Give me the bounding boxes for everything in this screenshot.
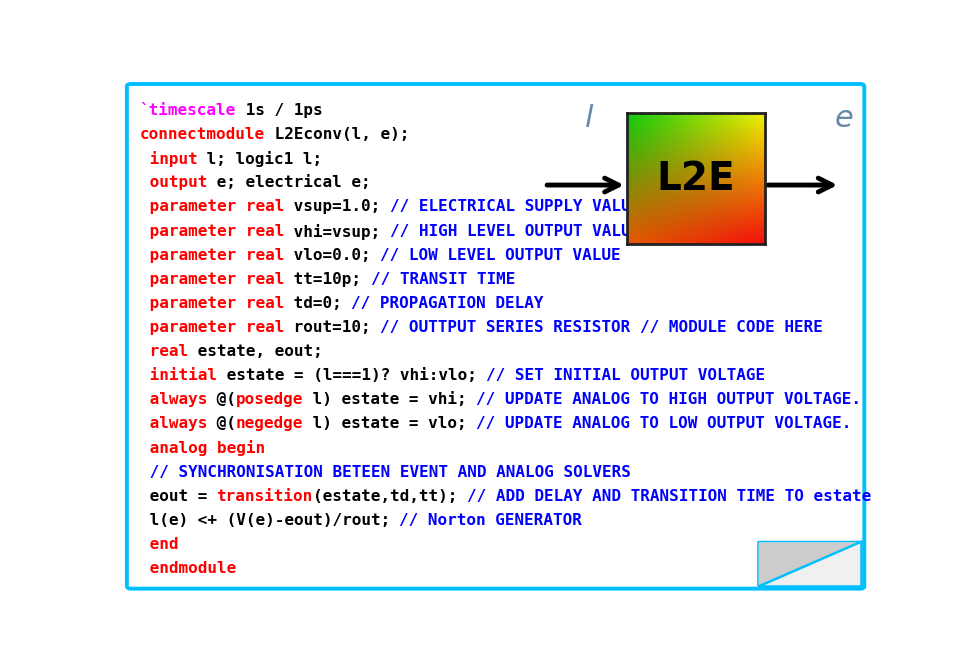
Text: parameter real: parameter real <box>139 248 284 262</box>
Polygon shape <box>758 541 861 586</box>
FancyBboxPatch shape <box>127 84 864 589</box>
Text: transition: transition <box>217 489 313 503</box>
Text: @(: @( <box>207 392 236 407</box>
Text: // OUTTPUT SERIES RESISTOR: // OUTTPUT SERIES RESISTOR <box>380 320 640 335</box>
Text: L2Econv(l, e);: L2Econv(l, e); <box>265 127 409 142</box>
Text: output: output <box>139 175 207 190</box>
Text: posedge: posedge <box>236 392 304 407</box>
Text: l) estate = vhi;: l) estate = vhi; <box>304 392 477 407</box>
Text: parameter real: parameter real <box>139 199 284 214</box>
Text: td=0;: td=0; <box>284 296 351 311</box>
Text: e; electrical e;: e; electrical e; <box>207 175 370 190</box>
Text: // ADD DELAY AND TRANSITION TIME TO estate: // ADD DELAY AND TRANSITION TIME TO esta… <box>467 489 871 503</box>
Text: // Norton GENERATOR: // Norton GENERATOR <box>399 513 582 527</box>
Text: L2E: L2E <box>657 160 735 198</box>
Text: tt=10p;: tt=10p; <box>284 272 370 287</box>
Text: l(e) <+ (V(e)-eout)/rout;: l(e) <+ (V(e)-eout)/rout; <box>139 513 399 527</box>
Text: vlo=0.0;: vlo=0.0; <box>284 248 380 262</box>
Text: @(: @( <box>207 416 236 432</box>
Text: (estate,td,tt);: (estate,td,tt); <box>313 489 467 503</box>
Text: parameter real: parameter real <box>139 224 284 238</box>
Text: // HIGH LEVEL OUTPUT VALUE: // HIGH LEVEL OUTPUT VALUE <box>390 224 640 238</box>
Text: // PROPAGATION DELAY: // PROPAGATION DELAY <box>351 296 543 311</box>
Text: vhi=vsup;: vhi=vsup; <box>284 224 390 240</box>
Text: 1s / 1ps: 1s / 1ps <box>236 103 322 118</box>
Text: initial: initial <box>139 368 217 383</box>
Text: // MODULE CODE HERE: // MODULE CODE HERE <box>640 320 823 335</box>
Text: // ELECTRICAL SUPPLY VALUE: // ELECTRICAL SUPPLY VALUE <box>390 199 640 214</box>
Text: estate, eout;: estate, eout; <box>188 344 322 359</box>
Text: input: input <box>139 151 197 167</box>
Text: estate = (l===1)? vhi:vlo;: estate = (l===1)? vhi:vlo; <box>217 368 486 383</box>
Polygon shape <box>758 541 861 586</box>
Text: parameter real: parameter real <box>139 320 284 335</box>
Text: `timescale: `timescale <box>139 103 236 118</box>
Text: parameter real: parameter real <box>139 272 284 287</box>
Text: vsup=1.0;: vsup=1.0; <box>284 199 390 214</box>
Text: analog begin: analog begin <box>139 440 265 456</box>
Text: // LOW LEVEL OUTPUT VALUE: // LOW LEVEL OUTPUT VALUE <box>380 248 621 262</box>
Text: parameter real: parameter real <box>139 296 284 311</box>
Text: always: always <box>139 416 207 432</box>
Text: l; logic1 l;: l; logic1 l; <box>197 151 322 167</box>
Text: rout=10;: rout=10; <box>284 320 380 335</box>
Text: end: end <box>139 537 178 552</box>
Text: // SET INITIAL OUTPUT VOLTAGE: // SET INITIAL OUTPUT VOLTAGE <box>486 368 765 383</box>
Text: // TRANSIT TIME: // TRANSIT TIME <box>370 272 515 287</box>
Text: l) estate = vlo;: l) estate = vlo; <box>304 416 477 432</box>
Text: connectmodule: connectmodule <box>139 127 265 142</box>
Text: e: e <box>835 104 854 133</box>
Text: eout =: eout = <box>139 489 217 503</box>
Text: endmodule: endmodule <box>139 561 236 576</box>
Text: l: l <box>585 104 594 133</box>
Text: negedge: negedge <box>236 416 304 432</box>
Text: real: real <box>139 344 188 359</box>
Text: // SYNCHRONISATION BETEEN EVENT AND ANALOG SOLVERS: // SYNCHRONISATION BETEEN EVENT AND ANAL… <box>139 465 630 480</box>
Text: always: always <box>139 392 207 407</box>
Text: // UPDATE ANALOG TO LOW OUTPUT VOLTAGE.: // UPDATE ANALOG TO LOW OUTPUT VOLTAGE. <box>477 416 852 432</box>
Text: // UPDATE ANALOG TO HIGH OUTPUT VOLTAGE.: // UPDATE ANALOG TO HIGH OUTPUT VOLTAGE. <box>477 392 862 407</box>
